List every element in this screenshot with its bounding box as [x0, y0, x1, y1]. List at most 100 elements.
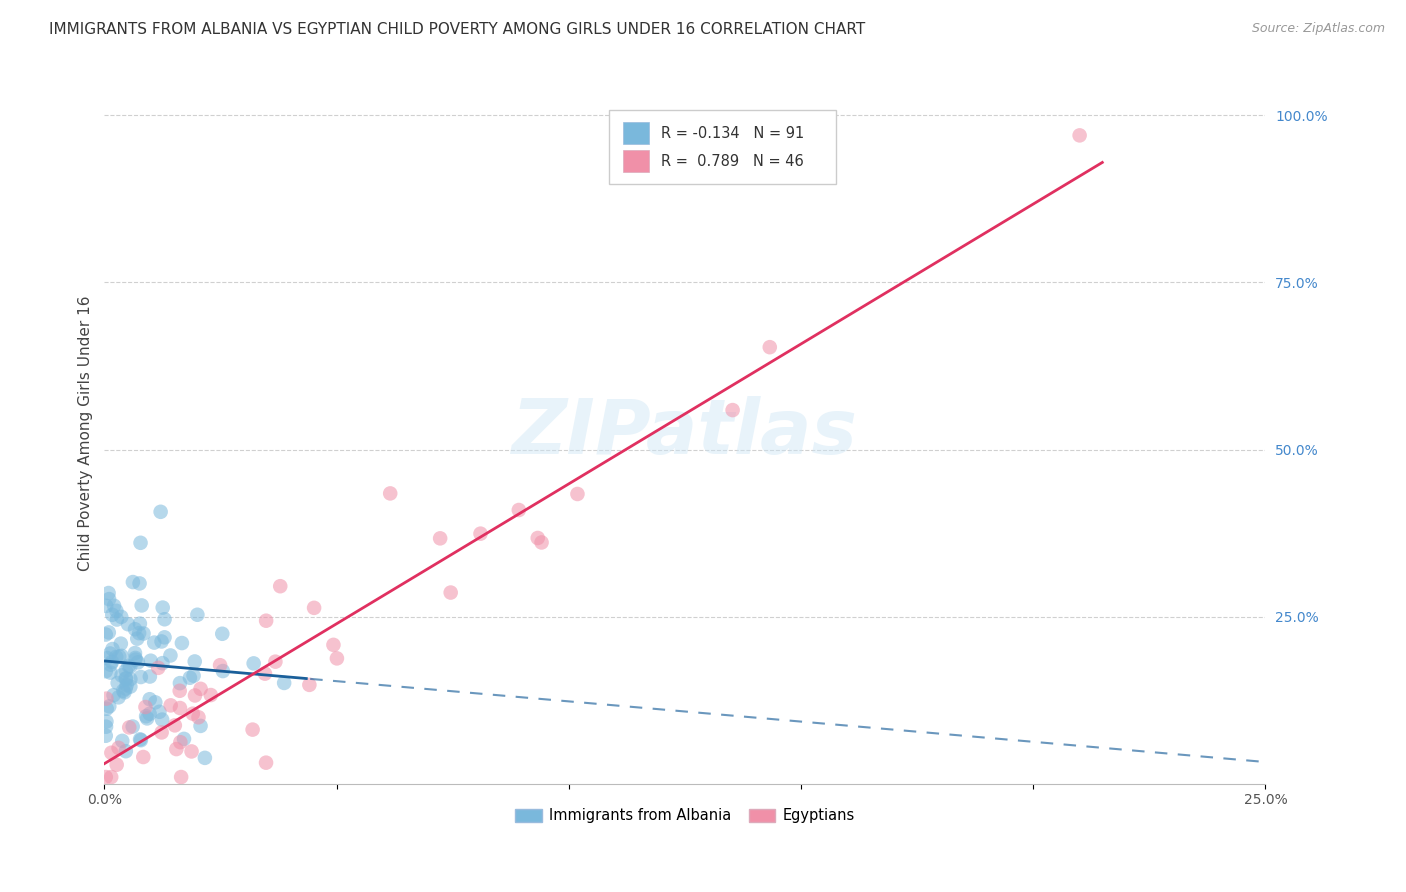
Point: [121, 719, 143, 733]
Point: [97, 586, 120, 600]
Point: [111, 734, 134, 748]
Point: [105, 649, 128, 664]
Point: [758, 340, 780, 354]
Point: [153, 631, 176, 645]
Point: [212, 664, 235, 678]
Point: [165, 742, 187, 756]
Point: [139, 654, 162, 668]
Point: [169, 683, 191, 698]
Point: [190, 719, 212, 733]
Point: [264, 655, 287, 669]
Point: [112, 683, 135, 698]
Point: [97, 625, 120, 640]
Point: [94, 729, 117, 743]
Point: [127, 656, 149, 670]
Point: [128, 616, 150, 631]
Point: [101, 642, 124, 657]
Point: [440, 585, 463, 599]
Point: [100, 746, 122, 760]
Point: [112, 685, 135, 699]
Point: [127, 632, 149, 646]
Point: [149, 505, 172, 519]
Point: [100, 665, 122, 680]
Point: [183, 655, 205, 669]
Text: R = -0.134   N = 91: R = -0.134 N = 91: [661, 126, 804, 141]
Point: [134, 700, 156, 714]
Point: [120, 672, 142, 686]
Point: [114, 672, 136, 686]
Point: [124, 622, 146, 636]
Point: [183, 668, 205, 682]
Point: [132, 750, 155, 764]
Point: [98, 699, 121, 714]
Point: [124, 651, 146, 665]
Point: [190, 681, 212, 696]
Point: [152, 656, 174, 670]
Point: [209, 658, 232, 673]
Point: [136, 711, 159, 725]
Point: [110, 637, 132, 651]
Point: [128, 626, 150, 640]
Point: [254, 614, 277, 628]
Point: [530, 535, 553, 549]
Point: [120, 680, 142, 694]
Point: [302, 600, 325, 615]
Point: [122, 575, 145, 590]
Point: [242, 657, 264, 671]
Point: [169, 676, 191, 690]
Point: [567, 487, 589, 501]
Point: [103, 599, 125, 613]
Point: [180, 744, 202, 758]
Y-axis label: Child Poverty Among Girls Under 16: Child Poverty Among Girls Under 16: [79, 295, 93, 571]
FancyBboxPatch shape: [609, 110, 835, 184]
Point: [105, 757, 128, 772]
Point: [508, 503, 530, 517]
Point: [96, 599, 118, 613]
Point: [269, 579, 291, 593]
Point: [470, 526, 492, 541]
Point: [94, 627, 117, 641]
Point: [117, 658, 139, 673]
Point: [120, 659, 142, 673]
Point: [100, 770, 122, 784]
Point: [326, 651, 349, 665]
Point: [173, 731, 195, 746]
Point: [150, 634, 173, 648]
Point: [107, 690, 129, 705]
Point: [118, 720, 141, 734]
Point: [253, 666, 276, 681]
Point: [169, 701, 191, 715]
Point: [98, 647, 121, 661]
Point: [298, 678, 321, 692]
Point: [101, 655, 124, 669]
Point: [152, 600, 174, 615]
Point: [103, 688, 125, 702]
Point: [148, 705, 170, 719]
Point: [114, 744, 136, 758]
Point: [129, 732, 152, 747]
Point: [322, 638, 344, 652]
Point: [110, 648, 132, 663]
Point: [153, 612, 176, 626]
Point: [143, 695, 166, 709]
Point: [129, 670, 152, 684]
Point: [211, 627, 233, 641]
Point: [181, 706, 204, 721]
Point: [721, 403, 744, 417]
Point: [110, 668, 132, 682]
Point: [128, 576, 150, 591]
Point: [163, 718, 186, 732]
Point: [108, 649, 131, 664]
Point: [139, 669, 162, 683]
Point: [150, 713, 173, 727]
Point: [124, 646, 146, 660]
Point: [186, 607, 208, 622]
Point: [194, 751, 217, 765]
Point: [170, 770, 193, 784]
Point: [132, 626, 155, 640]
Point: [94, 770, 117, 784]
Point: [105, 604, 128, 618]
Point: [100, 657, 122, 672]
Point: [115, 672, 138, 686]
Point: [138, 706, 160, 721]
